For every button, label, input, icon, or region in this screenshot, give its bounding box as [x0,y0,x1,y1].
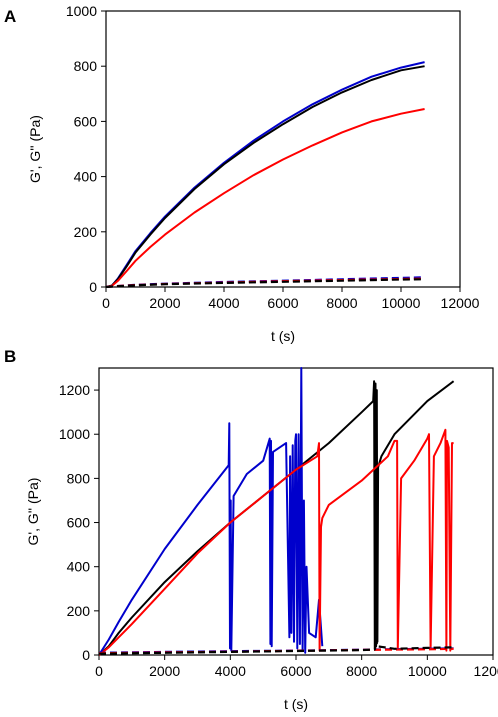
panel-a-series-1-line [106,65,425,288]
panel-b-series-1-line [99,367,324,656]
panel-a-y-tick-label: 1000 [66,3,97,19]
panel-a-x-tick-label: 4000 [208,295,239,311]
panel-b-y-tick-label: 600 [67,515,91,531]
panel-b-y-tick-label: 1200 [59,382,90,398]
panel-a-x-tick-label: 12000 [441,295,480,311]
panel-a-y-tick-label: 400 [74,169,98,185]
panel-a-x-tick-label: 2000 [149,295,180,311]
panel-b-x-tick-label: 8000 [346,663,377,679]
panel-b-y-tick-label: 400 [67,559,91,575]
panel-b-x-tick-label: 0 [95,663,103,679]
panel-a-y-axis-label: G', G'' (Pa) [27,115,43,183]
panel-a-plot-frame [105,10,461,288]
panel-label-b: B [4,347,16,366]
panel-b-y-tick-label: 800 [67,470,91,486]
panel-b-y-tick-label: 0 [82,647,90,663]
panel-a-y-tick-label: 800 [74,58,98,74]
panel-b-x-tick-label: 6000 [280,663,311,679]
panel-b-y-tick-label: 200 [67,603,91,619]
panel-b-x-tick-label: 2000 [149,663,180,679]
panel-b-series-2-line [99,428,454,656]
panel-a: A 0 2000 4000 6000 8000 10000 12000 0 200 400 600 8… [4,3,480,344]
panel-a-y-tick-label: 200 [74,224,98,240]
panel-a-x-tick-label: 6000 [267,295,298,311]
panel-a-x-tick-label: 8000 [326,295,357,311]
panel-a-series-5-line [106,278,425,288]
panel-a-y-tick-label: 600 [74,113,98,129]
panel-b-x-tick-label: 12000 [474,663,498,679]
panel-label-a: A [4,7,16,26]
panel-a-x-tick-label: 0 [102,295,110,311]
panel-b-series-5-line [99,609,454,655]
panel-a-y-tick-label: 0 [89,279,97,295]
panel-b-x-tick-label: 10000 [408,663,447,679]
panel-a-series-2-line [106,108,425,288]
panel-b-x-tick-label: 4000 [215,663,246,679]
panel-a-x-axis-label: t (s) [271,328,295,344]
panel-b: B 0 2000 4000 6000 8000 10000 12000 0 200 400 600 8… [4,347,498,712]
panel-a-x-tick-label: 10000 [382,295,421,311]
panel-b-x-axis-label: t (s) [284,696,308,712]
panel-b-y-axis-label: G', G'' (Pa) [25,478,41,546]
panel-a-series-0-line [106,61,425,288]
panel-b-y-tick-label: 1000 [59,426,90,442]
